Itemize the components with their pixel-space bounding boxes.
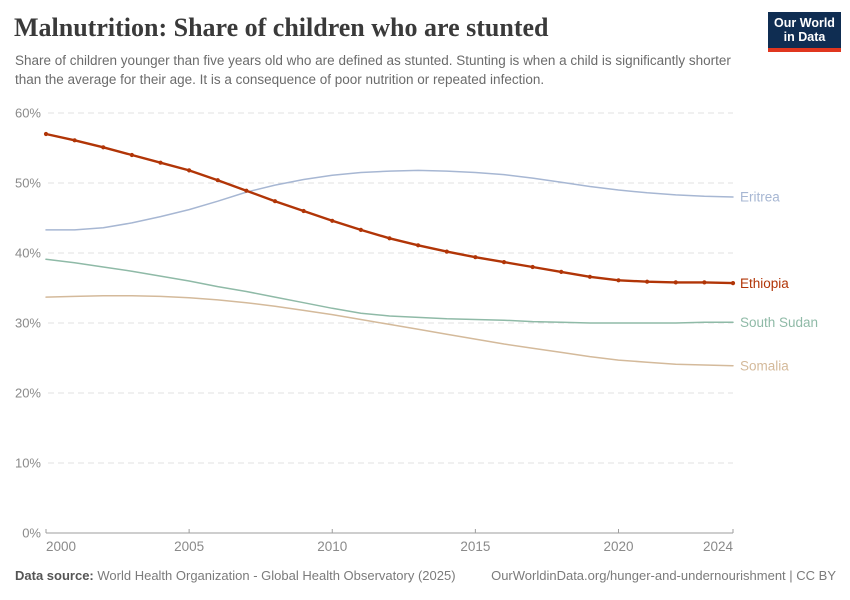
series-point-ethiopia (730, 281, 736, 286)
series-point-ethiopia (587, 274, 592, 279)
series-point-ethiopia (530, 264, 535, 270)
y-axis-label: 0% (22, 526, 41, 541)
logo-line-2: in Data (783, 30, 826, 44)
series-label-somalia[interactable]: Somalia (740, 358, 789, 373)
data-source-text: World Health Organization - Global Healt… (97, 568, 456, 583)
series-point-ethiopia (330, 218, 335, 223)
series-label-ethiopia[interactable]: Ethiopia (740, 276, 789, 291)
series-point-ethiopia (444, 249, 449, 254)
y-axis-label: 50% (15, 176, 41, 191)
series-point-ethiopia (72, 138, 77, 143)
series-point-ethiopia (215, 178, 220, 183)
series-line-somalia[interactable] (45, 294, 734, 367)
logo-line-1: Our World (774, 16, 835, 30)
page-title: Malnutrition: Share of children who are … (14, 13, 549, 42)
series-point-ethiopia (616, 278, 621, 283)
y-axis-label: 20% (15, 386, 41, 401)
y-axis-label: 60% (15, 106, 41, 121)
y-axis-label: 10% (15, 456, 41, 471)
license-link[interactable]: OurWorldinData.org/hunger-and-undernouri… (491, 568, 836, 583)
owid-logo-icon: Our World in Data (768, 12, 841, 52)
x-axis-label: 2024 (703, 539, 734, 554)
series-point-ethiopia (559, 269, 564, 274)
y-axis-label: 40% (15, 246, 41, 261)
series-label-eritrea[interactable]: Eritrea (740, 190, 780, 205)
series-line-eritrea[interactable] (45, 169, 734, 231)
series-point-ethiopia (501, 260, 507, 265)
series-point-ethiopia (129, 152, 134, 158)
x-axis-label: 2020 (603, 539, 633, 554)
series-point-ethiopia (473, 255, 478, 260)
series-point-ethiopia (43, 131, 49, 137)
series-point-ethiopia (187, 168, 192, 173)
series-point-ethiopia (645, 279, 650, 284)
x-axis-label: 2005 (174, 539, 204, 554)
series-point-ethiopia (244, 188, 249, 193)
chart-subtitle: Share of children younger than five year… (15, 53, 731, 87)
series-point-ethiopia (158, 160, 163, 165)
y-axis-label: 30% (15, 316, 41, 331)
series-point-ethiopia (301, 208, 306, 214)
series-point-ethiopia (272, 199, 278, 204)
data-source-note: Data source: World Health Organization -… (15, 568, 456, 583)
series-label-south-sudan[interactable]: South Sudan (740, 315, 818, 330)
series-point-ethiopia (358, 227, 363, 232)
x-axis-label: 2015 (460, 539, 490, 554)
data-source-label: Data source: (15, 568, 94, 583)
series-point-ethiopia (416, 243, 421, 248)
series-point-ethiopia (387, 236, 392, 241)
x-axis-label: 2000 (46, 539, 76, 554)
series-line-south-sudan[interactable] (45, 258, 734, 324)
series-point-ethiopia (702, 280, 707, 285)
series-point-ethiopia (673, 280, 678, 285)
x-axis-label: 2010 (317, 539, 347, 554)
series-point-ethiopia (101, 145, 106, 150)
series-line-ethiopia[interactable] (44, 132, 735, 285)
